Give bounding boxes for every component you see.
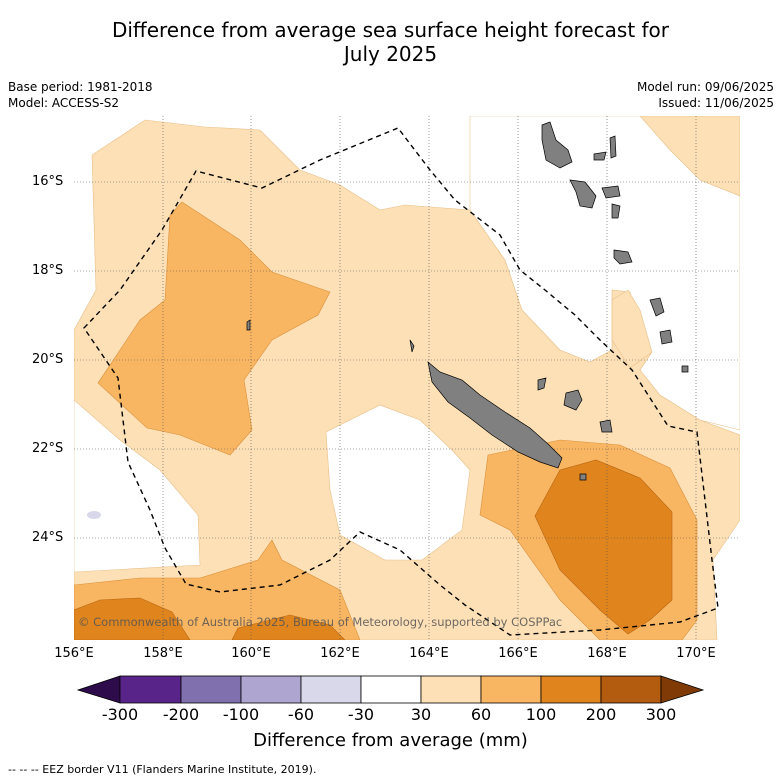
colorbar-bin-p100-200 — [540, 675, 602, 704]
x-tick-162E: 162°E — [320, 646, 360, 661]
y-tick-22S: 22°S — [32, 441, 64, 456]
colorbar-bin-n30-30 — [360, 675, 422, 704]
colorbar-tick: 30 — [410, 705, 432, 724]
colorbar-tick: 300 — [645, 705, 677, 724]
colorbar-tick: 100 — [525, 705, 557, 724]
new-caledonia-landmass — [427, 361, 563, 469]
colorbar-bin-p60-100 — [480, 675, 542, 704]
colorbar-bin-p30-60 — [420, 675, 482, 704]
colorbar-tick: -200 — [162, 705, 200, 724]
colorbar-bin-n300-200 — [119, 675, 182, 704]
title-line-1: Difference from average sea surface heig… — [111, 18, 670, 42]
issued-date: Issued: 11/06/2025 — [658, 96, 774, 110]
title-line-2: July 2025 — [343, 42, 438, 66]
colorbar-bin-n60-30 — [300, 675, 362, 704]
contour-negative-blob — [87, 511, 101, 519]
colorbar-tick: 60 — [470, 705, 492, 724]
x-tick-164E: 164°E — [409, 646, 449, 661]
contour-100-200-east — [534, 459, 673, 635]
x-tick-168E: 168°E — [587, 646, 627, 661]
meta-right: Model run: 09/06/2025 Issued: 11/06/2025 — [637, 79, 774, 111]
map-title: Difference from average sea surface heig… — [0, 18, 781, 66]
x-tick-156E: 156°E — [54, 646, 94, 661]
colorbar-tick: -30 — [347, 705, 375, 724]
contour-100-200-south-2 — [231, 614, 346, 640]
colorbar-extend-high — [660, 675, 705, 704]
colorbar-bin-n100-60 — [240, 675, 302, 704]
y-tick-20S: 20°S — [32, 352, 64, 367]
vanuatu-islands — [541, 121, 689, 373]
contour-below-30-centre — [325, 404, 471, 561]
eez-legend-footnote: -- -- -- EEZ border V11 (Flanders Marine… — [8, 763, 317, 776]
contour-60-100-west — [97, 201, 331, 456]
contour-30-60-corner — [639, 116, 740, 197]
meta-left: Base period: 1981-2018 Model: ACCESS-S2 — [8, 79, 153, 111]
x-tick-160E: 160°E — [231, 646, 271, 661]
colorbar-tick: -60 — [287, 705, 315, 724]
eez-border — [83, 127, 719, 636]
copyright-notice: © Commonwealth of Australia 2025, Bureau… — [78, 615, 562, 629]
x-tick-166E: 166°E — [498, 646, 538, 661]
model-run: Model run: 09/06/2025 — [636, 80, 774, 94]
y-tick-16S: 16°S — [32, 174, 64, 189]
contour-below-30-sw — [74, 399, 201, 573]
colorbar-bin-n200-100 — [180, 675, 242, 704]
colorbar-tick: -300 — [101, 705, 139, 724]
colorbar-tick: 200 — [585, 705, 617, 724]
gridlines — [74, 116, 740, 640]
contour-30-60-islet — [611, 289, 653, 369]
other-small-islands — [246, 319, 587, 481]
colorbar-bin-p200-300 — [600, 675, 662, 704]
y-tick-24S: 24°S — [32, 530, 64, 545]
colorbar-extend-low — [76, 675, 121, 704]
x-tick-158E: 158°E — [143, 646, 183, 661]
x-tick-170E: 170°E — [676, 646, 716, 661]
colorbar-tick: -100 — [222, 705, 260, 724]
model-name: Model: ACCESS-S2 — [8, 96, 120, 110]
map-area: © Commonwealth of Australia 2025, Bureau… — [74, 116, 740, 640]
colorbar-title: Difference from average (mm) — [253, 730, 528, 751]
loyalty-islands — [537, 377, 613, 433]
contour-100-200-south — [74, 597, 191, 640]
base-period: Base period: 1981-2018 — [8, 80, 153, 94]
colorbar — [76, 675, 705, 704]
y-tick-18S: 18°S — [32, 263, 64, 278]
